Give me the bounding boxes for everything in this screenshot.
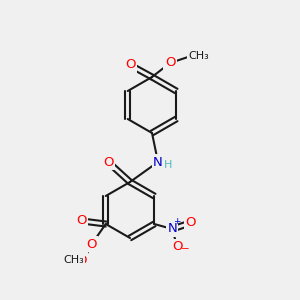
Text: O: O <box>76 214 87 227</box>
Text: H: H <box>164 160 172 170</box>
Text: O: O <box>125 58 135 71</box>
Text: CH₃: CH₃ <box>63 255 84 265</box>
Text: N: N <box>153 155 163 169</box>
Text: −: − <box>181 244 190 254</box>
Text: O: O <box>172 241 182 254</box>
Text: N: N <box>167 223 177 236</box>
Text: O: O <box>86 238 97 250</box>
Text: O: O <box>165 56 175 70</box>
Text: CH₃: CH₃ <box>188 51 209 61</box>
Text: O: O <box>76 254 87 266</box>
Text: +: + <box>173 218 181 226</box>
Text: O: O <box>185 217 196 230</box>
Text: O: O <box>103 155 113 169</box>
